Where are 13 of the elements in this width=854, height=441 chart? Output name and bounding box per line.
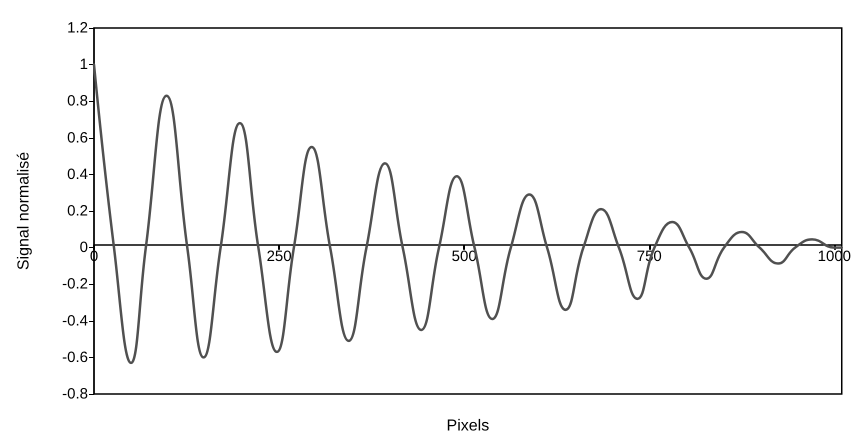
- y-tick-label: 0.6: [67, 129, 88, 146]
- x-axis-title: Pixels: [446, 418, 490, 434]
- y-tick-label: 0.8: [67, 92, 88, 110]
- y-tick-label: -0.2: [62, 276, 88, 293]
- y-tick-label: -0.8: [62, 386, 88, 402]
- y-tick-label: -0.4: [62, 312, 88, 330]
- y-tick-label: -0.6: [62, 348, 88, 366]
- y-axis-title: Signal normalisé: [16, 152, 32, 270]
- y-tick-label: 0.4: [67, 166, 88, 183]
- y-tick-label: 0.2: [67, 202, 88, 220]
- x-tick-label: 250: [266, 248, 292, 265]
- y-tick-label: 1: [80, 56, 88, 74]
- y-tick-label: 1.2: [67, 20, 88, 36]
